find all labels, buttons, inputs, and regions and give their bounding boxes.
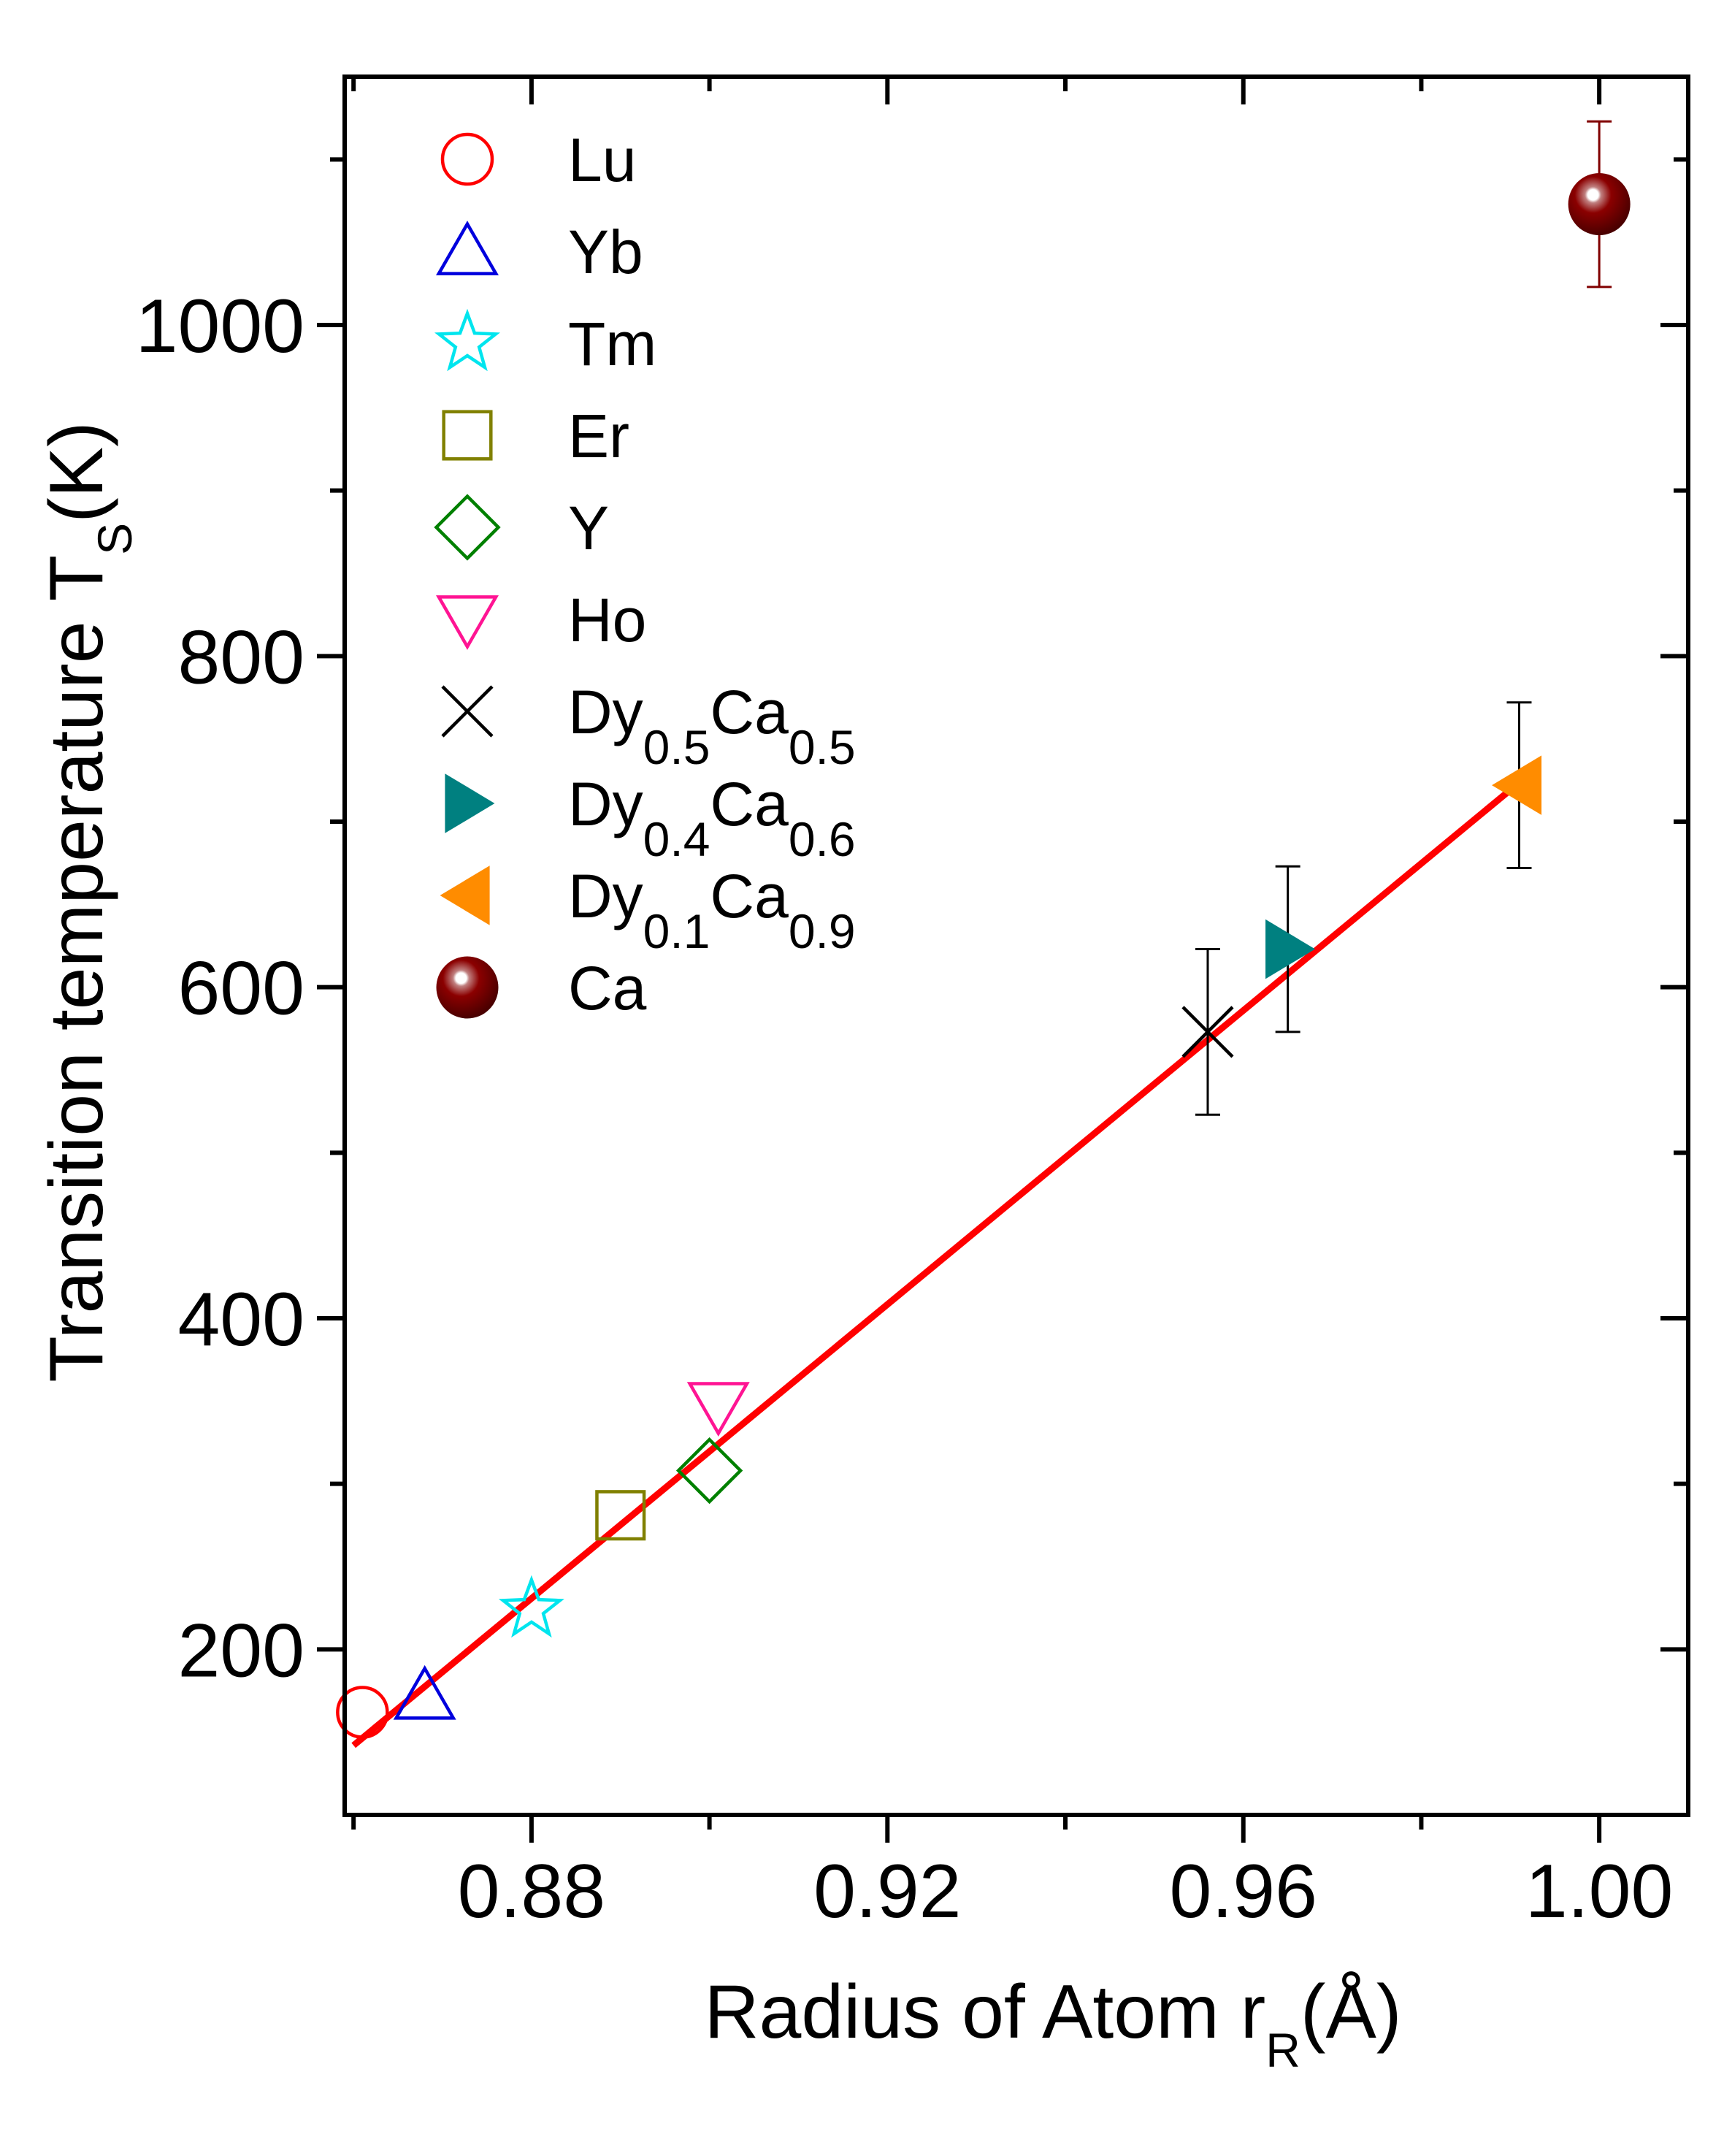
- legend-marker-Dy0.4Ca0.6: [445, 773, 495, 833]
- point-Tm: [498, 1575, 564, 1638]
- point-Yb: [393, 1664, 456, 1720]
- y-tick-label: 400: [177, 1277, 304, 1362]
- legend-label-Tm: Tm: [568, 310, 656, 378]
- legend-label-Er: Er: [568, 402, 629, 470]
- legend-label-Dy0.4Ca0.6: Dy0.4Ca0.6: [568, 770, 856, 866]
- y-axis-title-main: Transition temperature T: [34, 555, 119, 1383]
- point-Dy0.1Ca0.9: [1492, 755, 1542, 815]
- legend-label-Dy0.1Ca0.9: Dy0.1Ca0.9: [568, 862, 856, 958]
- fit-line: [351, 773, 1530, 1748]
- legend-label-Y: Y: [568, 494, 609, 562]
- point-Ca: [1568, 173, 1631, 236]
- legend-marker-Tm: [434, 308, 500, 372]
- point-Y: [675, 1437, 743, 1505]
- y-tick-label: 1000: [136, 284, 304, 369]
- y-tick-label: 800: [177, 615, 304, 700]
- legend-marker-Er: [442, 410, 493, 461]
- y-axis-title-sub: S: [88, 523, 142, 555]
- x-axis-title-sub: R: [1265, 2023, 1300, 2077]
- y-axis-title: Transition temperature TS(K): [34, 421, 142, 1383]
- legend: Lu Yb Tm Er Y Ho Dy0.5Ca0.5Dy0.4Ca0.6Dy0.1Ca0.…: [434, 126, 856, 1022]
- fit-line-layer: [351, 773, 1530, 1748]
- legend-marker-Lu: [440, 132, 494, 186]
- plot-frame: [342, 74, 1690, 1817]
- x-axis-title-main: Radius of Atom r: [704, 1970, 1265, 2054]
- legend-marker-Yb: [436, 221, 499, 275]
- x-tick-label: 0.92: [813, 1849, 961, 1934]
- legend-marker-Ca: [436, 956, 499, 1019]
- axis-ticks: [317, 77, 1688, 1843]
- point-Er: [595, 1490, 646, 1541]
- point-Ho: [686, 1382, 750, 1437]
- x-axis-title-tail: (Å): [1300, 1970, 1402, 2054]
- x-tick-label: 0.88: [458, 1849, 605, 1934]
- y-tick-label: 600: [177, 947, 304, 1031]
- x-tick-label: 0.96: [1170, 1849, 1317, 1934]
- tick-labels: 0.88 0.92 0.96 1.00 200 400 600 800 1000: [136, 284, 1674, 1934]
- point-Dy0.4Ca0.6: [1265, 919, 1316, 979]
- point-Lu: [336, 1686, 389, 1739]
- legend-label-Ca: Ca: [568, 954, 647, 1022]
- legend-marker-Dy0.1Ca0.9: [440, 865, 490, 925]
- legend-marker-Y: [434, 494, 501, 561]
- data-points: [336, 173, 1631, 1739]
- y-axis-title-tail: (K): [34, 421, 119, 523]
- legend-label-Dy0.5Ca0.5: Dy0.5Ca0.5: [568, 678, 856, 774]
- x-axis-title: Radius of Atom rR(Å): [704, 1970, 1401, 2077]
- legend-label-Ho: Ho: [568, 586, 646, 654]
- y-tick-label: 200: [177, 1608, 304, 1693]
- legend-marker-Dy0.5Ca0.5: [441, 685, 494, 738]
- legend-label-Lu: Lu: [568, 126, 636, 194]
- point-Dy0.5Ca0.5: [1181, 1006, 1234, 1058]
- legend-marker-Ho: [436, 595, 499, 650]
- legend-label-Yb: Yb: [568, 218, 643, 286]
- x-tick-label: 1.00: [1525, 1849, 1673, 1934]
